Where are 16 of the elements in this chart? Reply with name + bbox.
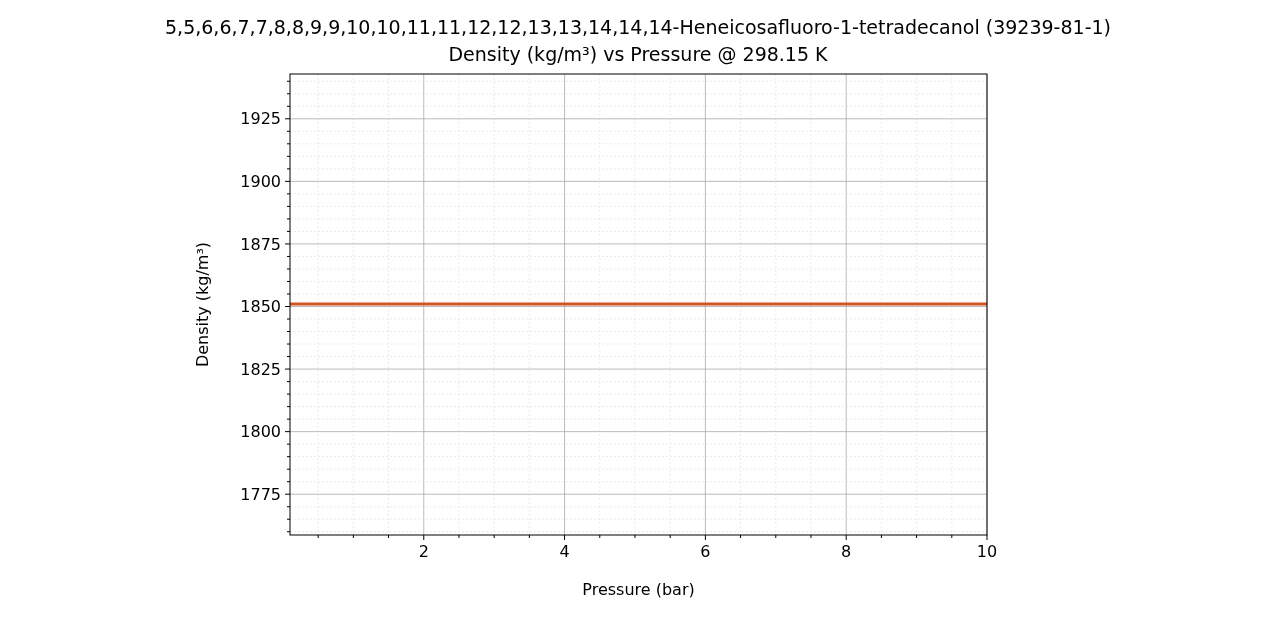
y-tick-label: 1800 (240, 422, 281, 442)
chart-subtitle: Density (kg/m³) vs Pressure @ 298.15 K (448, 43, 829, 65)
x-tick-label: 2 (418, 542, 429, 561)
y-tick-label: 1775 (240, 484, 281, 504)
x-tick-label: 8 (841, 542, 852, 561)
y-tick-label: 1925 (240, 109, 281, 129)
y-tick-label: 1900 (240, 171, 281, 191)
x-tick-label: 6 (700, 542, 711, 561)
y-tick-label: 1875 (240, 234, 281, 254)
chart-title: 5,5,6,6,7,7,8,8,9,9,10,10,11,11,12,12,13,13,14,14,14-Heneicosafluoro-1-tetradecanol (39239-81-1) (165, 16, 1111, 38)
x-axis-title: Pressure (bar) (582, 580, 695, 599)
x-tick-label: 4 (559, 542, 570, 561)
y-tick-label: 1850 (240, 297, 281, 317)
y-tick-label: 1825 (240, 359, 281, 379)
y-axis-title: Density (kg/m³) (193, 241, 212, 368)
x-tick-label: 10 (976, 542, 998, 561)
